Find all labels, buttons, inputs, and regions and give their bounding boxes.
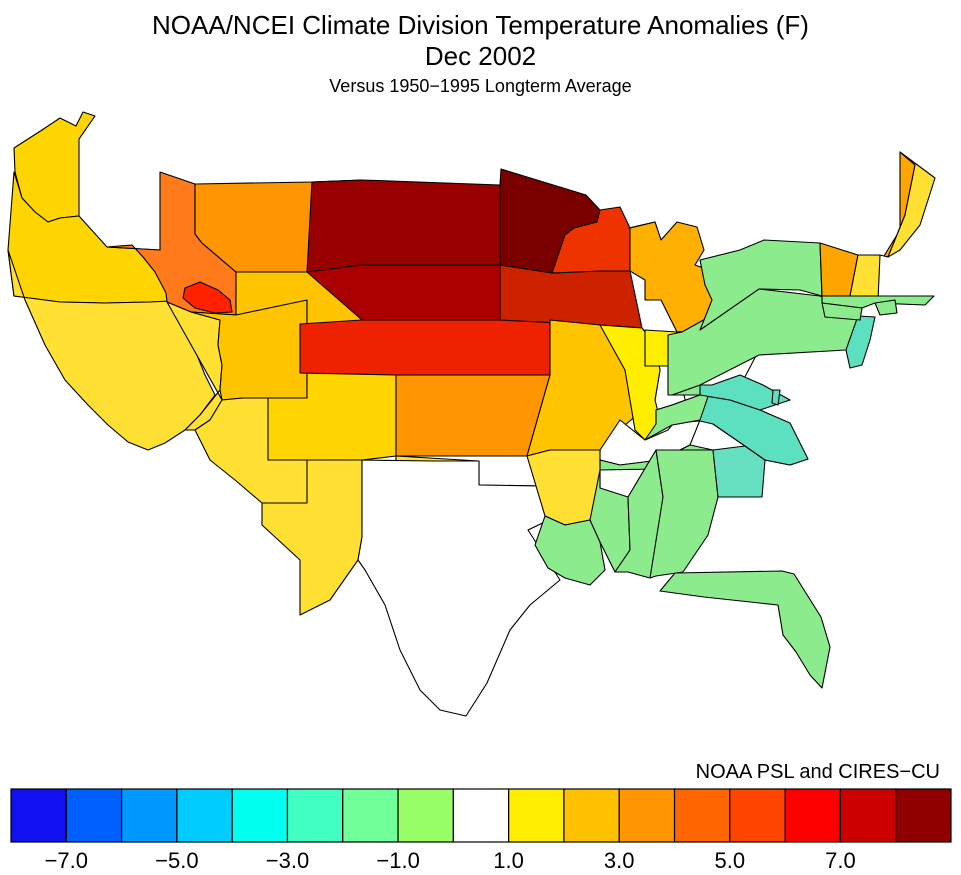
svg-text:−7.0: −7.0	[45, 848, 88, 873]
svg-text:3.0: 3.0	[604, 848, 635, 873]
svg-text:−3.0: −3.0	[266, 848, 309, 873]
svg-text:7.0: 7.0	[825, 848, 856, 873]
svg-text:5.0: 5.0	[715, 848, 746, 873]
svg-text:NOAA PSL and CIRES−CU: NOAA PSL and CIRES−CU	[696, 761, 940, 783]
svg-text:−1.0: −1.0	[376, 848, 419, 873]
svg-text:−5.0: −5.0	[155, 848, 198, 873]
svg-text:1.0: 1.0	[493, 848, 524, 873]
